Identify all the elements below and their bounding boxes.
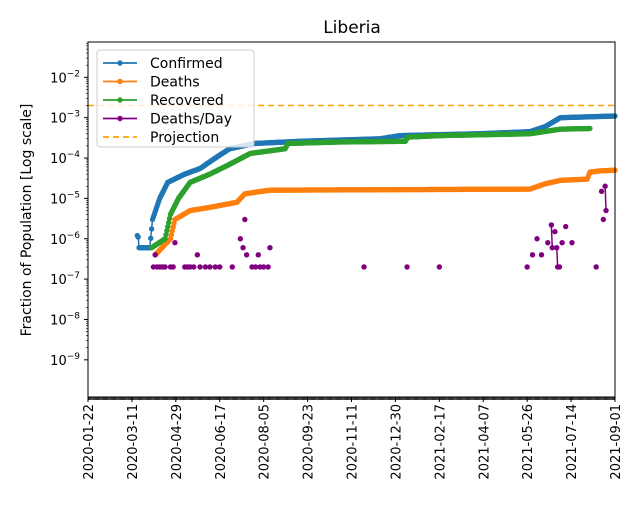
data-point [172,239,178,246]
legend-marker [117,78,123,85]
x-tick-label: 2021-09-01 [609,404,624,480]
legend-label: Deaths/Day [150,112,232,128]
legend-item: Deaths [103,75,200,91]
data-point [212,264,218,270]
x-tick-label: 2021-04-07 [477,404,492,480]
series-segment [550,224,554,248]
legend-item: Recovered [103,93,224,109]
y-axis-label: Fraction of Population [Log scale] [19,104,35,337]
data-point [164,227,170,234]
data-point [243,252,250,258]
x-tick-label: 2020-09-23 [302,404,317,480]
data-point [202,264,209,270]
data-point [267,245,273,251]
legend-label: Recovered [150,93,224,109]
data-point [524,264,530,270]
x-tick-label: 2020-08-05 [258,404,273,480]
data-point [545,239,551,246]
legend-label: Confirmed [150,56,223,72]
data-point [148,235,154,242]
legend-item: Deaths/Day [103,112,232,128]
data-point [563,223,569,230]
x-tick-label: 2020-01-22 [82,404,97,480]
y-tick-label: 10−6 [50,231,80,248]
legend-label: Deaths [150,75,200,91]
data-point [240,245,246,251]
data-point [197,264,203,270]
y-tick-label: 10−8 [50,311,80,328]
data-point [255,252,261,258]
x-tick-label: 2021-02-17 [433,404,448,480]
legend-marker [117,60,123,66]
data-point [569,239,575,246]
data-point [148,226,155,232]
x-tick-label: 2021-05-26 [521,404,536,480]
x-tick-label: 2020-11-11 [346,404,361,480]
x-tick-label: 2020-06-17 [214,404,229,480]
data-point [436,264,443,270]
legend-item: Confirmed [103,56,223,72]
data-point [252,264,259,270]
data-point [603,207,609,214]
chart-title: Liberia [323,18,381,38]
x-tick-label: 2021-07-14 [565,404,580,480]
data-point [152,252,158,258]
legend-item: Projection [103,130,219,146]
series-segment [604,186,607,211]
legend-marker [117,97,123,103]
series-recovered [148,125,593,251]
data-point [556,264,563,270]
data-point [602,183,608,189]
data-point [135,234,141,240]
y-tick-label: 10−3 [50,110,80,127]
data-point [593,264,599,270]
data-point [552,228,558,235]
data-point [237,236,244,242]
series-deaths-day [150,183,609,270]
y-tick-label: 10−2 [50,69,80,86]
data-point [170,264,176,270]
data-point [162,264,168,270]
y-tick-label: 10−7 [50,271,80,288]
data-point [163,232,169,238]
data-point [529,252,536,258]
data-point [554,245,560,251]
x-tick-label: 2020-12-30 [389,404,404,480]
y-tick-label: 10−4 [50,150,80,167]
legend-label: Projection [150,130,219,146]
x-tick-label: 2020-03-11 [126,404,141,480]
data-point [260,264,267,270]
data-point [217,264,223,270]
data-point [548,222,555,228]
data-point [559,239,565,246]
data-point [166,215,173,222]
x-tick-label: 2020-04-29 [170,404,185,480]
data-point [534,236,540,242]
legend-box [96,49,255,148]
data-point [191,264,197,270]
data-point [587,125,593,132]
legend-marker [117,115,123,122]
data-point [165,223,171,230]
data-point [598,188,605,194]
legend: Confirmed Deaths Recovered Deaths/Day Projec… [96,49,255,148]
data-point [165,219,172,226]
data-point [229,264,235,270]
data-point [207,264,213,270]
series-segment [555,247,559,268]
y-tick-label: 10−5 [50,190,80,207]
series-deaths [152,167,618,258]
data-point [162,236,168,242]
data-point [242,216,248,223]
data-point [600,216,607,223]
data-point [361,264,367,270]
y-tick-label: 10−9 [50,352,80,369]
data-point [265,264,271,270]
data-point [549,245,555,251]
data-point [194,252,201,258]
data-point [404,264,410,270]
data-point [538,252,545,258]
